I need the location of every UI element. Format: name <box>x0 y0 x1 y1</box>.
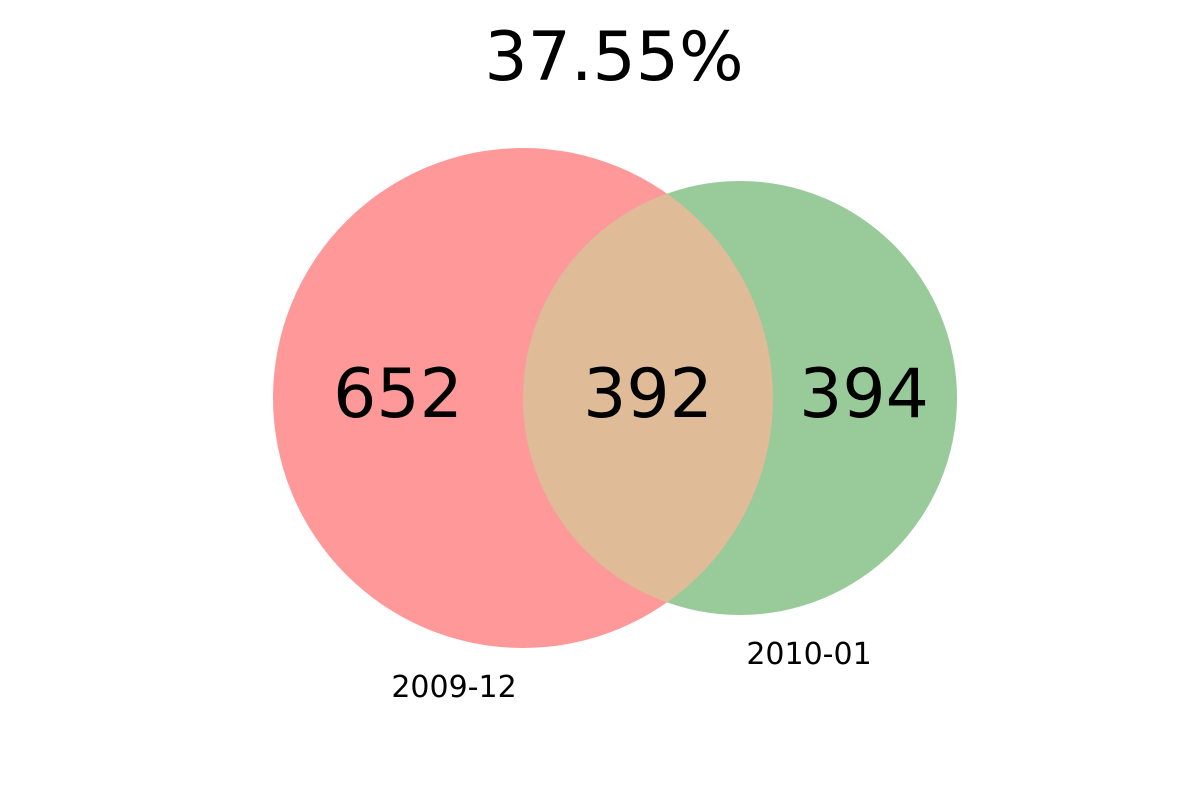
set-label-2009-12: 2009-12 <box>391 670 516 705</box>
set-label-2010-01: 2010-01 <box>746 637 871 672</box>
intersection-region <box>523 181 773 615</box>
diagram-title: 37.55% <box>484 18 743 97</box>
intersection-count: 392 <box>583 355 713 434</box>
right-only-count: 394 <box>799 355 929 434</box>
left-only-count: 652 <box>333 355 463 434</box>
